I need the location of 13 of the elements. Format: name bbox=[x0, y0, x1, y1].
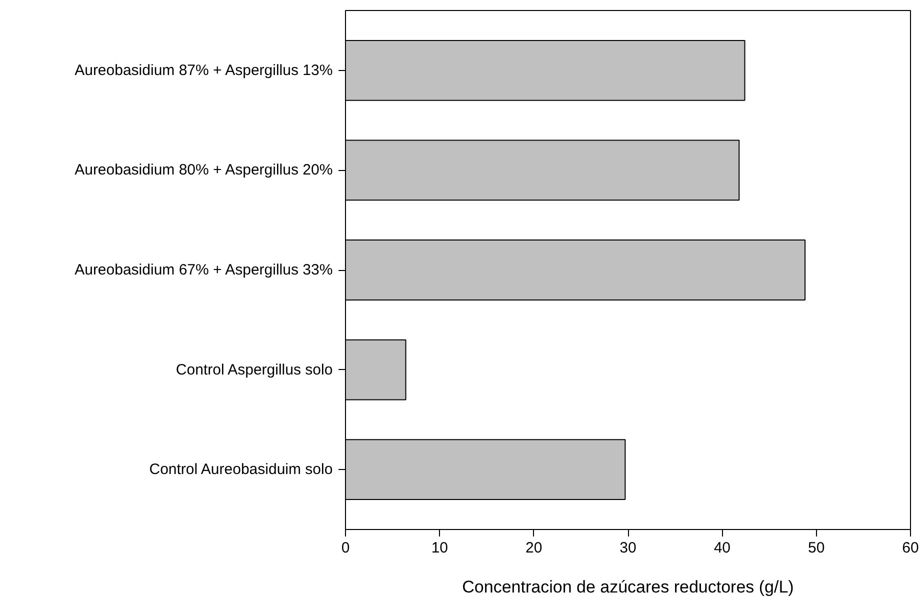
x-tick-label: 40 bbox=[714, 540, 731, 556]
x-tick-label: 10 bbox=[431, 540, 448, 556]
y-tick-label: Aureobasidium 87% + Aspergillus 13% bbox=[74, 62, 333, 79]
x-tick-label: 30 bbox=[620, 540, 636, 556]
y-tick-label: Control Aureobasiduim solo bbox=[149, 461, 333, 478]
y-tick-label: Control Aspergillus solo bbox=[176, 361, 333, 378]
x-tick-label: 20 bbox=[525, 540, 542, 556]
x-tick-label: 60 bbox=[902, 540, 919, 556]
x-axis-title: Concentracion de azúcares reductores (g/L) bbox=[462, 578, 794, 596]
x-tick-label: 0 bbox=[341, 540, 350, 556]
y-tick-label: Aureobasidium 80% + Aspergillus 20% bbox=[74, 162, 333, 179]
x-tick-label: 50 bbox=[808, 540, 825, 556]
y-tick-label: Aureobasidium 67% + Aspergillus 33% bbox=[74, 262, 333, 278]
